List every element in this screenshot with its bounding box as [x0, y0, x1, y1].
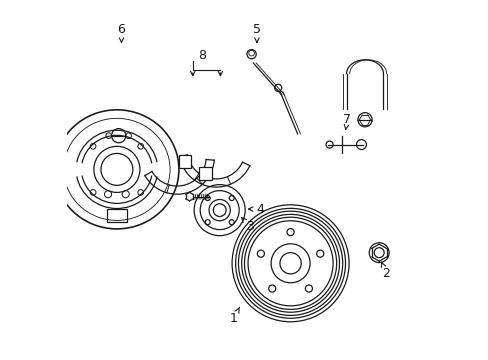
Text: 8: 8 [198, 49, 205, 62]
Text: 4: 4 [248, 203, 264, 216]
Text: 5: 5 [252, 23, 261, 42]
Text: 7: 7 [343, 113, 350, 129]
Text: 3: 3 [241, 217, 254, 233]
FancyBboxPatch shape [107, 209, 126, 222]
Text: 2: 2 [381, 262, 389, 280]
Text: 1: 1 [229, 307, 239, 325]
FancyBboxPatch shape [199, 167, 212, 180]
Text: 6: 6 [117, 23, 125, 42]
FancyBboxPatch shape [178, 155, 191, 168]
